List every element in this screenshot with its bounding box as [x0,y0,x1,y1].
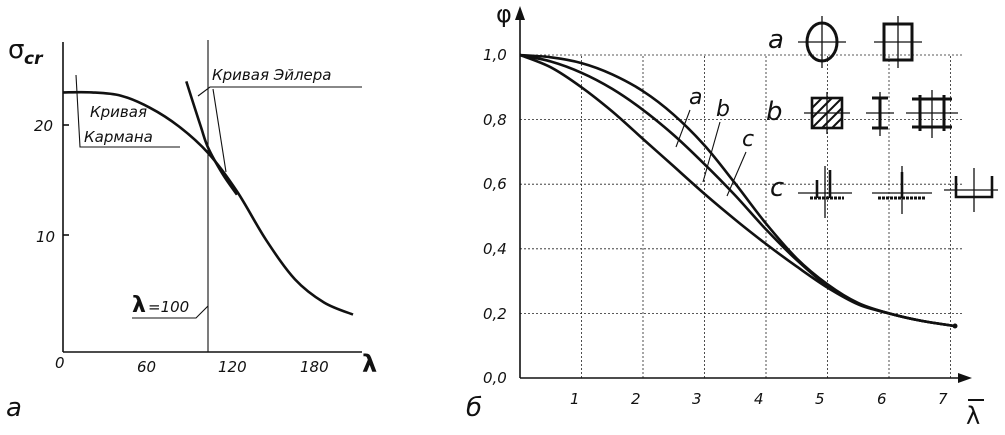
panel-a-x-label: λ [362,350,377,378]
karman-curve [62,90,354,316]
panel-a-x-tick-180: 180 [300,358,329,376]
euler-curve [185,81,239,196]
panel-b: φ λ 1 2 3 4 5 6 7 0,0 0,2 0,4 0,6 0,8 1,… [466,0,998,430]
panel-b-x-label: λ [966,402,980,430]
stability-curve-c [519,53,957,328]
panel-b-x-tick-6: 6 [877,390,887,408]
curve-label-c: c [742,127,754,152]
curve-leader-a [675,109,691,148]
legend-row-label-c: c [770,173,784,203]
stability-curve-b [519,53,957,328]
panel-b-y-tick-02: 0,2 [483,305,507,323]
panel-b-curves [519,53,957,328]
panel-a-y-tick-10: 10 [36,228,55,246]
section-i-beam-icon [866,92,894,136]
panel-b-y-tick-06: 0,6 [483,175,507,193]
panel-b-y-tick-10: 1,0 [483,46,507,64]
panel-b-y-tick-0: 0,0 [483,369,507,387]
panel-b-x-arrow [958,373,972,383]
stability-curve-a [519,53,957,328]
curve-leader-b [702,121,721,183]
panel-b-x-tick-7: 7 [938,390,948,408]
panel-a-y-label-sub: cr [24,49,44,69]
section-t-icon [872,166,932,214]
panel-a: σ cr λ 0 60 120 180 10 20 Кривая Кармана… [6,35,377,423]
karman-label-line2: Кармана [84,128,153,146]
panel-a-x-tick-120: 120 [218,358,247,376]
section-double-i-icon [906,90,958,138]
panel-a-label: а [6,393,22,423]
panel-a-origin-label: 0 [55,354,65,372]
panel-b-y-arrow [515,6,525,20]
karman-leader [75,74,180,148]
panel-b-y-tick-04: 0,4 [483,240,507,258]
euler-leader-2 [212,88,227,173]
panel-b-y-tick-08: 0,8 [483,111,507,129]
legend-row-label-b: b [766,97,783,127]
panel-b-y-label: φ [496,0,512,28]
lambda-marker-leader [132,305,209,319]
euler-label: Кривая Эйлера [212,66,332,84]
panel-b-curve-endpoint [952,323,958,329]
curve-label-b: b [716,97,730,122]
panel-b-x-tick-1: 1 [570,390,580,408]
panel-b-ticks: 1 2 3 4 5 6 7 0,0 0,2 0,4 0,6 0,8 1,0 [483,46,948,408]
panel-b-x-tick-3: 3 [692,390,702,408]
curve-label-a: a [689,85,702,110]
legend-row-label-a: a [768,25,784,55]
panel-b-x-tick-5: 5 [815,390,825,408]
section-u-channel-icon [944,168,998,212]
panel-a-y-tick-20: 20 [34,117,53,135]
curve-leader-c [726,151,747,197]
euler-leader-1 [197,86,362,97]
section-channel-icon [798,166,852,218]
panel-b-x-tick-2: 2 [631,390,641,408]
section-box-icon [874,16,922,68]
section-solid-square-icon [804,92,850,134]
panel-b-label: б [466,393,482,423]
panel-a-y-label: σ [8,35,24,65]
karman-label-line1: Кривая [90,103,147,121]
lambda-marker-symbol: λ [132,293,146,318]
panel-b-grid [520,54,963,378]
section-ring-icon [798,16,846,68]
lambda-marker-value: =100 [148,298,189,316]
panel-a-x-tick-60: 60 [137,358,156,376]
section-legend: a b c [766,16,998,218]
panel-b-x-tick-4: 4 [754,390,764,408]
